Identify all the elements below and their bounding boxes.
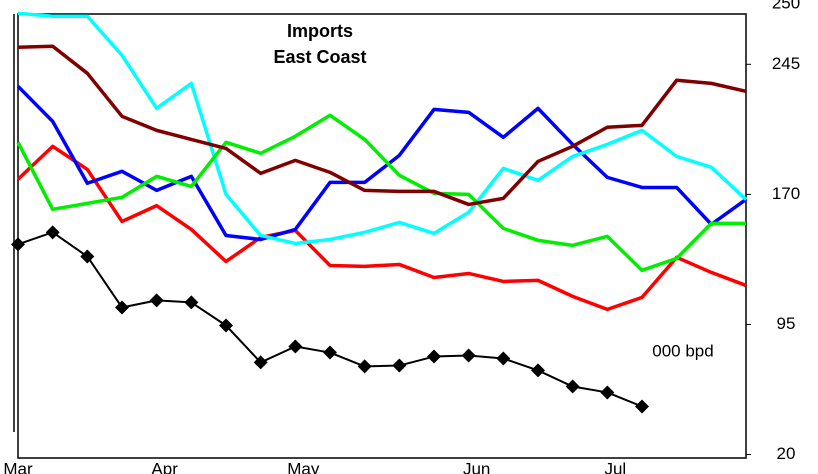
point (45, 225, 60, 240)
point (496, 351, 511, 366)
point (288, 339, 303, 354)
point (565, 379, 580, 394)
chart-title: East Coast (273, 47, 366, 67)
x-tick-label: Mar (3, 459, 33, 474)
y-tick-label: 250 (772, 0, 800, 12)
x-tick-label: Jul (604, 459, 626, 474)
series-line (17, 11, 748, 246)
point (184, 295, 199, 310)
series-line (17, 231, 643, 408)
point (357, 359, 372, 374)
point (11, 237, 25, 252)
x-tick-label: Apr (151, 459, 178, 474)
chart-title: Imports (287, 21, 353, 41)
point (427, 349, 441, 364)
x-tick-label: May (287, 459, 320, 474)
y-tick-label: 20 (777, 444, 796, 463)
unit-label: 000 bpd (652, 341, 713, 360)
series-line (16, 113, 746, 273)
point (392, 358, 407, 373)
point (149, 293, 164, 308)
point (600, 385, 615, 400)
series-line (16, 144, 747, 312)
point (219, 318, 233, 333)
y-tick-label: 170 (772, 184, 800, 203)
x-tick-label: Jun (463, 459, 490, 474)
point (323, 345, 337, 360)
point (115, 300, 129, 315)
point (80, 249, 95, 264)
point (461, 348, 476, 363)
y-tick-label: 95 (777, 314, 796, 333)
series-line (16, 85, 748, 242)
plot-frame (17, 13, 747, 459)
point (253, 355, 268, 370)
series-line (17, 44, 747, 207)
y-tick-label: 245 (772, 54, 800, 73)
point (635, 399, 649, 414)
point (531, 363, 545, 378)
